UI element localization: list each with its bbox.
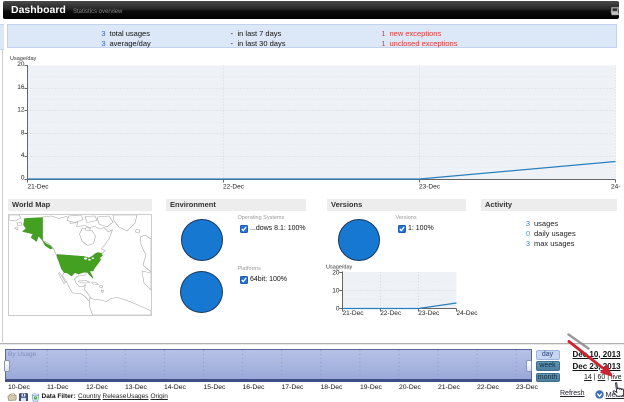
svg-text:20: 20 — [17, 61, 25, 68]
svg-text:23-Dec: 23-Dec — [419, 184, 441, 191]
svg-text:Usage/day: Usage/day — [10, 56, 37, 62]
svg-text:4: 4 — [21, 152, 25, 159]
svg-text:21-Dec: 21-Dec — [28, 184, 50, 191]
svg-text:24-: 24- — [611, 184, 620, 191]
svg-text:Usage/day: Usage/day — [326, 265, 353, 271]
svg-text:12: 12 — [17, 107, 25, 114]
svg-text:24-Dec: 24-Dec — [457, 310, 479, 317]
svg-text:20: 20 — [332, 269, 340, 276]
svg-text:10: 10 — [332, 287, 340, 294]
svg-text:16: 16 — [17, 84, 25, 91]
svg-text:0: 0 — [336, 305, 340, 312]
svg-text:23-Dec: 23-Dec — [418, 310, 440, 317]
svg-text:21-Dec: 21-Dec — [343, 310, 365, 317]
svg-text:0: 0 — [21, 175, 25, 182]
svg-text:8: 8 — [21, 129, 25, 136]
svg-text:22-Dec: 22-Dec — [223, 184, 245, 191]
svg-text:22-Dec: 22-Dec — [380, 310, 402, 317]
